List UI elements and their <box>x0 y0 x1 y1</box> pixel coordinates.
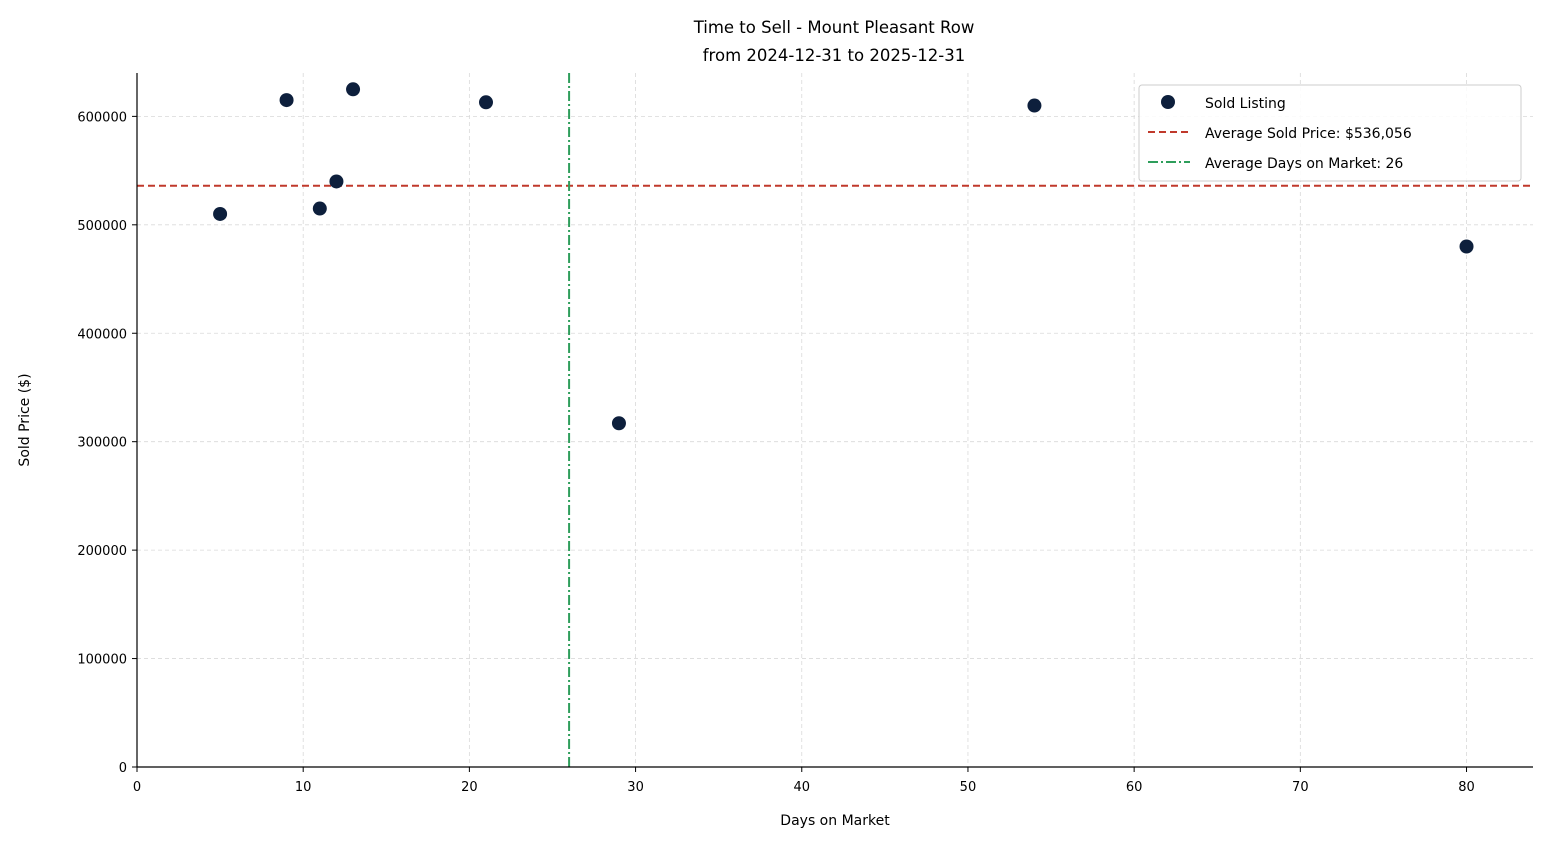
legend-box <box>1138 84 1522 182</box>
x-tick-label: 50 <box>960 780 977 795</box>
data-point <box>611 416 626 431</box>
y-tick-label: 600000 <box>77 110 127 125</box>
y-tick-label: 100000 <box>77 653 127 668</box>
data-point <box>329 174 344 189</box>
data-point <box>279 93 294 108</box>
data-point <box>1027 98 1042 113</box>
legend-label-avg-days: Average Days on Market: 26 <box>1205 156 1403 172</box>
y-tick-label: 0 <box>119 761 127 776</box>
x-tick-label: 80 <box>1458 780 1475 795</box>
x-tick-label: 30 <box>627 780 644 795</box>
data-point <box>312 201 327 216</box>
data-point <box>479 95 493 110</box>
data-point <box>346 82 361 97</box>
x-tick-label: 40 <box>793 780 810 795</box>
legend: Sold Listing Average Sold Price: $536,05… <box>1138 84 1522 182</box>
y-axis-ticks: 0 100000 200000 300000 400000 500000 600000 <box>77 110 137 776</box>
legend-label-sold-listing: Sold Listing <box>1205 96 1286 112</box>
x-tick-label: 70 <box>1292 780 1309 795</box>
data-point <box>213 206 228 221</box>
chart-title: Time to Sell - Mount Pleasant Row <box>693 18 975 37</box>
y-tick-label: 500000 <box>77 219 127 234</box>
legend-marker-sold-listing <box>1161 95 1175 109</box>
data-points <box>213 82 1474 431</box>
reference-lines <box>137 73 1533 767</box>
legend-label-avg-price: Average Sold Price: $536,056 <box>1205 126 1412 142</box>
y-tick-label: 200000 <box>77 544 127 559</box>
x-axis-ticks: 0 10 20 30 40 50 60 70 80 <box>133 767 1475 795</box>
x-tick-label: 10 <box>295 780 312 795</box>
grid <box>137 73 1533 767</box>
y-axis-label: Sold Price ($) <box>17 373 33 466</box>
x-tick-label: 20 <box>461 780 478 795</box>
chart-subtitle: from 2024-12-31 to 2025-12-31 <box>703 46 965 65</box>
x-axis-label: Days on Market <box>780 813 890 829</box>
x-tick-label: 60 <box>1126 780 1143 795</box>
y-tick-label: 300000 <box>77 436 127 451</box>
y-tick-label: 400000 <box>77 327 127 342</box>
data-point <box>1459 239 1474 254</box>
x-tick-label: 0 <box>133 780 141 795</box>
